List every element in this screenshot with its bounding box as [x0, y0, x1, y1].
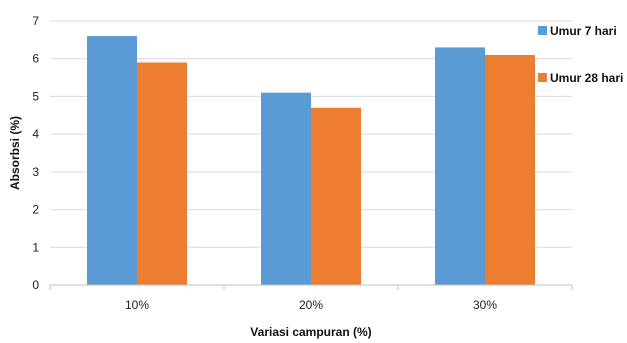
y-axis-ticks: 0 1 2 3 4 5 6 7	[32, 14, 39, 292]
x-tick-label: 10%	[125, 298, 149, 312]
bar-2-2	[311, 107, 361, 285]
y-tick-label: 0	[32, 278, 39, 292]
y-tick-label: 5	[32, 89, 39, 103]
bar-1-2	[261, 92, 311, 286]
x-axis-ticks: 10% 20% 30%	[49, 285, 573, 312]
y-tick-label: 6	[32, 52, 39, 66]
y-tick-label: 3	[32, 165, 39, 179]
legend: Umur 7 hari Umur 28 hari	[538, 24, 623, 85]
y-axis-title: Absorbsi (%)	[8, 116, 22, 190]
y-tick-label: 4	[32, 127, 39, 141]
bar-2-3	[485, 54, 535, 285]
legend-swatch	[538, 26, 547, 35]
x-axis-title: Variasi campuran (%)	[250, 325, 371, 339]
y-tick-label: 2	[32, 203, 39, 217]
legend-label: Umur 7 hari	[550, 24, 617, 38]
bar-2-1	[137, 62, 187, 285]
x-tick-label: 20%	[299, 298, 323, 312]
x-tick-label: 30%	[473, 298, 497, 312]
bars	[87, 36, 535, 286]
bar-1-3	[435, 47, 485, 286]
bar-1-1	[87, 36, 137, 286]
legend-label: Umur 28 hari	[550, 71, 623, 85]
y-tick-label: 7	[32, 14, 39, 28]
y-tick-label: 1	[32, 240, 39, 254]
legend-swatch	[538, 73, 547, 82]
